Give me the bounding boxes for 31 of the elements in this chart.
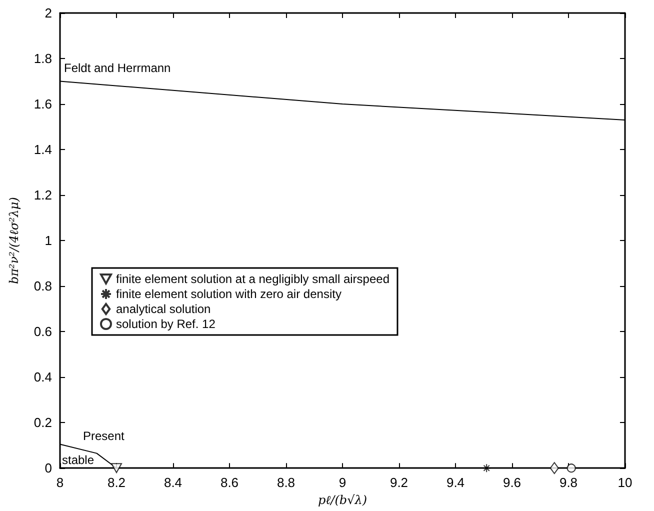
x-tick-label: 8.8 <box>276 475 296 490</box>
annotation: Feldt and Herrmann <box>64 61 171 75</box>
legend-label: finite element solution at a negligibly small airspeed <box>116 272 390 286</box>
x-tick-label: 9.4 <box>446 475 465 490</box>
x-tick-label: 9.2 <box>390 475 408 490</box>
x-axis-title: pℓ/(b√λ) <box>318 493 368 507</box>
x-tick-label: 9.6 <box>502 475 522 490</box>
legend-label: analytical solution <box>116 302 211 316</box>
x-tick-label: 9 <box>338 475 346 490</box>
legend-label: solution by Ref. 12 <box>116 317 216 331</box>
x-tick-label: 8 <box>56 475 64 490</box>
y-tick-label: 1.4 <box>34 142 52 158</box>
y-tick-label: 1.6 <box>34 96 52 112</box>
y-tick-label: 0.8 <box>34 278 52 294</box>
y-tick-label: 1.8 <box>34 51 52 66</box>
y-tick-label: 0.4 <box>34 370 52 385</box>
x-tick-label: 9.8 <box>559 475 578 490</box>
y-tick-label: 0.6 <box>34 324 52 340</box>
y-tick-label: 1 <box>44 233 52 248</box>
y-tick-label: 1.2 <box>34 188 52 203</box>
y-tick-label: 0.2 <box>34 415 52 430</box>
x-tick-label: 10 <box>618 475 632 490</box>
y-axis-title: bπ²ν²/(4ℓσ²λμ) <box>7 196 21 284</box>
y-tick-label: 0 <box>44 460 52 476</box>
x-tick-label: 8.6 <box>220 475 239 490</box>
legend-label: finite element solution with zero air density <box>116 287 342 301</box>
x-tick-label: 8.4 <box>164 475 182 490</box>
annotation: stable <box>62 453 94 467</box>
y-tick-label: 2 <box>44 6 52 20</box>
annotation: Present <box>83 429 126 443</box>
x-tick-label: 8.2 <box>107 475 126 490</box>
